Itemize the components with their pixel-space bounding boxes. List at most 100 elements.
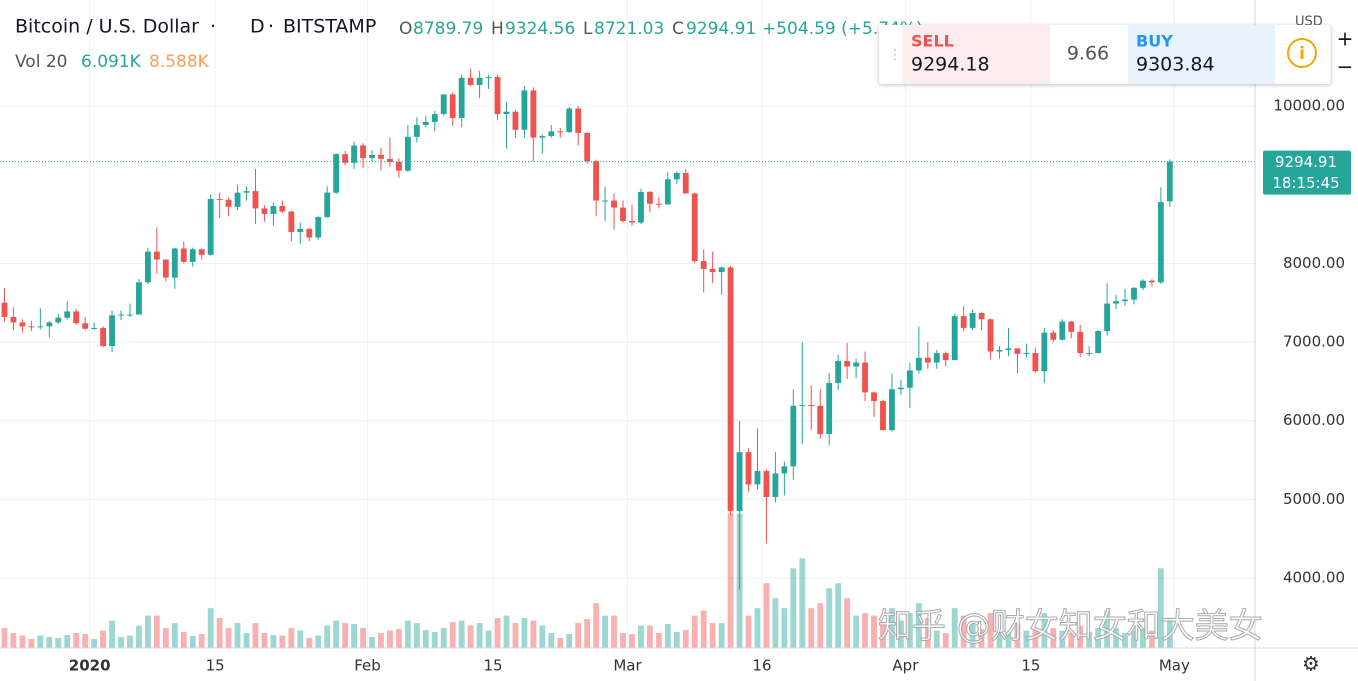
settings-button[interactable]: ⚙ bbox=[1302, 652, 1320, 676]
candle-body bbox=[745, 452, 752, 485]
candle-body bbox=[611, 200, 617, 208]
x-tick-label: Feb bbox=[354, 657, 381, 675]
volume-bar bbox=[673, 632, 680, 648]
ohlc-label: L bbox=[583, 19, 593, 39]
candle-body bbox=[144, 251, 151, 283]
volume-bar bbox=[243, 633, 250, 648]
info-button[interactable]: i bbox=[1287, 38, 1317, 68]
volume-bar bbox=[1050, 628, 1057, 648]
candle-body bbox=[1086, 353, 1093, 355]
volume-bar bbox=[1014, 623, 1021, 648]
volume-bar bbox=[1131, 630, 1137, 648]
volume-bar bbox=[1113, 628, 1119, 648]
candle-body bbox=[557, 131, 564, 133]
candle-body bbox=[1005, 348, 1012, 350]
candle-body bbox=[853, 362, 860, 367]
candle-body bbox=[297, 228, 304, 232]
info-glyph: i bbox=[1299, 44, 1305, 64]
volume-bar bbox=[198, 634, 205, 648]
volume-bar bbox=[136, 625, 142, 648]
candle-body bbox=[153, 251, 160, 260]
spread: 9.66 bbox=[1067, 43, 1109, 65]
price-axis-bg bbox=[1255, 0, 1358, 681]
candle-body bbox=[1104, 303, 1111, 332]
volume-bar bbox=[790, 568, 797, 648]
candle-body bbox=[136, 282, 142, 315]
volume-bar bbox=[1122, 633, 1128, 648]
candle-body bbox=[951, 316, 958, 361]
candle-body bbox=[539, 136, 546, 138]
candle-body bbox=[1113, 301, 1119, 304]
candle-body bbox=[198, 249, 205, 255]
volume-bar bbox=[449, 622, 456, 648]
candle-body bbox=[763, 471, 770, 498]
volume-bar bbox=[127, 635, 133, 648]
volume-bar bbox=[700, 610, 707, 648]
volume-bar bbox=[781, 608, 788, 648]
separator: · bbox=[268, 16, 274, 38]
candle-body bbox=[10, 316, 17, 323]
candle-body bbox=[1131, 287, 1137, 300]
zoom-out-button[interactable]: − bbox=[1337, 55, 1354, 79]
candles bbox=[1, 68, 1173, 590]
volume-bar bbox=[378, 633, 384, 648]
candle-body bbox=[1140, 280, 1146, 288]
volume-bar bbox=[602, 615, 609, 648]
volume-bar bbox=[844, 598, 851, 648]
candle-body bbox=[252, 191, 259, 209]
volume-bar bbox=[664, 624, 671, 648]
candle-body bbox=[709, 268, 716, 273]
x-tick-label: May bbox=[1159, 657, 1190, 675]
volume-bar bbox=[91, 639, 98, 648]
candle-body bbox=[942, 353, 949, 361]
sell-button[interactable]: SELL 9294.18 bbox=[903, 25, 1050, 84]
volume-bar bbox=[808, 608, 815, 648]
buy-button[interactable]: BUY 9303.84 bbox=[1128, 25, 1275, 84]
volume-bar bbox=[333, 620, 340, 648]
volume-bar bbox=[234, 623, 241, 648]
last-price-label: 9294.91 bbox=[1275, 153, 1337, 171]
volume-bar bbox=[987, 613, 994, 648]
candle-body bbox=[378, 154, 384, 159]
candle-body bbox=[127, 314, 133, 316]
candle-body bbox=[1157, 202, 1164, 283]
volume-bar bbox=[225, 628, 232, 648]
candle-body bbox=[315, 217, 322, 238]
buy-label: BUY bbox=[1136, 32, 1173, 51]
candle-body bbox=[673, 173, 680, 180]
volume-bar bbox=[485, 630, 492, 648]
candle-body bbox=[82, 323, 89, 329]
volume-bar bbox=[189, 636, 196, 648]
zoom-in-button[interactable]: + bbox=[1337, 27, 1354, 51]
candle-body bbox=[270, 206, 277, 214]
candle-body bbox=[575, 108, 582, 133]
volume-bar bbox=[512, 623, 519, 648]
volume-bar bbox=[252, 623, 259, 648]
candle-body bbox=[351, 145, 358, 163]
candle-body bbox=[718, 267, 725, 273]
candle-body bbox=[485, 77, 492, 79]
candle-body bbox=[503, 111, 510, 115]
volume-bar bbox=[431, 632, 438, 648]
candle-body bbox=[395, 162, 402, 171]
volume-bar bbox=[969, 624, 976, 648]
candle-body bbox=[638, 191, 644, 223]
candle-body bbox=[369, 154, 375, 159]
volume-bar bbox=[261, 633, 268, 648]
ohlc-low: 8721.03 bbox=[594, 19, 664, 39]
candle-body bbox=[548, 131, 555, 137]
volume-bar bbox=[799, 558, 806, 648]
candle-body bbox=[189, 249, 196, 262]
volume-bar bbox=[1166, 617, 1173, 648]
candle-body bbox=[897, 387, 904, 390]
candle-body bbox=[467, 77, 474, 85]
x-tick-label: 15 bbox=[206, 657, 225, 675]
candle-body bbox=[180, 248, 187, 262]
volume-bar bbox=[942, 633, 949, 648]
candle-body bbox=[458, 77, 465, 118]
candle-body bbox=[978, 312, 985, 320]
volume-bar bbox=[638, 625, 644, 648]
ohlc-high: 9324.56 bbox=[505, 19, 575, 39]
ohlc-label: O bbox=[399, 19, 412, 39]
